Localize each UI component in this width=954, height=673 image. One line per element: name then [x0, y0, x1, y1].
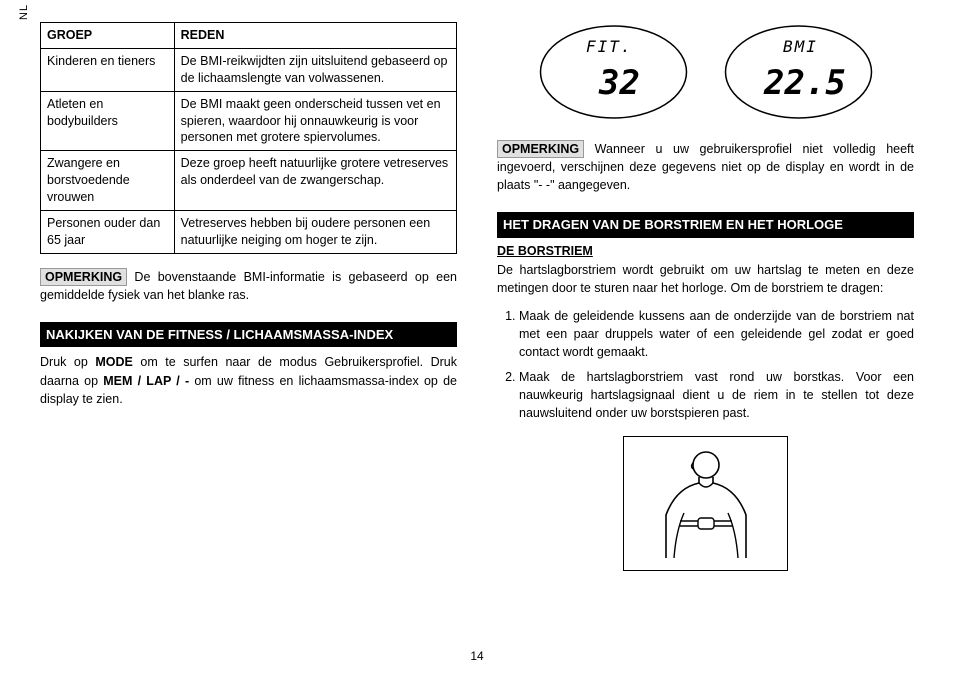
- table-cell: Deze groep heeft natuurlijke grotere vet…: [174, 151, 456, 211]
- list-item: Maak de hartslagborstriem vast rond uw b…: [519, 368, 914, 422]
- table-row: Kinderen en tieners De BMI-reikwijdten z…: [41, 48, 457, 91]
- bold-mode: MODE: [95, 355, 133, 369]
- table-header-row: GROEP REDEN: [41, 23, 457, 49]
- table-row: Personen ouder dan 65 jaar Vetreserves h…: [41, 210, 457, 253]
- lcd-bmi-value: 22.5: [763, 63, 846, 103]
- table-cell: Atleten en bodybuilders: [41, 91, 175, 151]
- section-header-strap: HET DRAGEN VAN DE BORSTRIEM EN HET HORLO…: [497, 212, 914, 238]
- bmi-table: GROEP REDEN Kinderen en tieners De BMI-r…: [40, 22, 457, 254]
- section1-body: Druk op MODE om te surfen naar de modus …: [40, 353, 457, 407]
- lcd-fit-value: 32: [598, 63, 640, 103]
- table-cell: Vetreserves hebben bij oudere personen e…: [174, 210, 456, 253]
- text: Druk op: [40, 355, 95, 369]
- language-tag: NL: [18, 4, 30, 20]
- bold-memlap: MEM / LAP / -: [103, 374, 189, 388]
- table-header-reason: REDEN: [174, 23, 456, 49]
- lcd-fit-label: FIT.: [586, 37, 633, 56]
- subheading-borstriem: DE BORSTRIEM: [497, 244, 914, 258]
- table-header-group: GROEP: [41, 23, 175, 49]
- table-row: Zwangere en borstvoedende vrouwen Deze g…: [41, 151, 457, 211]
- page-columns: GROEP REDEN Kinderen en tieners De BMI-r…: [40, 22, 914, 622]
- lcd-bmi-label: BMI: [783, 37, 818, 56]
- table-cell: De BMI maakt geen onderscheid tussen vet…: [174, 91, 456, 151]
- lcd-bmi: BMI 22.5: [721, 22, 876, 122]
- torso-icon: [646, 443, 766, 563]
- torso-figure: [623, 436, 788, 571]
- strap-steps: Maak de geleidende kussens aan de onderz…: [497, 307, 914, 428]
- strap-intro: De hartslagborstriem wordt gebruikt om u…: [497, 261, 914, 297]
- note-badge: OPMERKING: [497, 140, 584, 158]
- right-column: FIT. 32 BMI 22.5 OPMERKING Wanneer u uw …: [497, 22, 914, 622]
- note-1: OPMERKING De bovenstaande BMI-informatie…: [40, 268, 457, 304]
- table-cell: Personen ouder dan 65 jaar: [41, 210, 175, 253]
- lcd-fit: FIT. 32: [536, 22, 691, 122]
- section-header-fitness: NAKIJKEN VAN DE FITNESS / LICHAAMSMASSA-…: [40, 322, 457, 348]
- table-cell: Zwangere en borstvoedende vrouwen: [41, 151, 175, 211]
- table-row: Atleten en bodybuilders De BMI maakt gee…: [41, 91, 457, 151]
- left-column: GROEP REDEN Kinderen en tieners De BMI-r…: [40, 22, 457, 622]
- page-number: 14: [0, 649, 954, 663]
- table-cell: Kinderen en tieners: [41, 48, 175, 91]
- note-2: OPMERKING Wanneer u uw gebruikersprofiel…: [497, 140, 914, 194]
- table-cell: De BMI-reikwijdten zijn uitsluitend geba…: [174, 48, 456, 91]
- lcd-displays: FIT. 32 BMI 22.5: [497, 22, 914, 122]
- list-item: Maak de geleidende kussens aan de onderz…: [519, 307, 914, 361]
- note-badge: OPMERKING: [40, 268, 127, 286]
